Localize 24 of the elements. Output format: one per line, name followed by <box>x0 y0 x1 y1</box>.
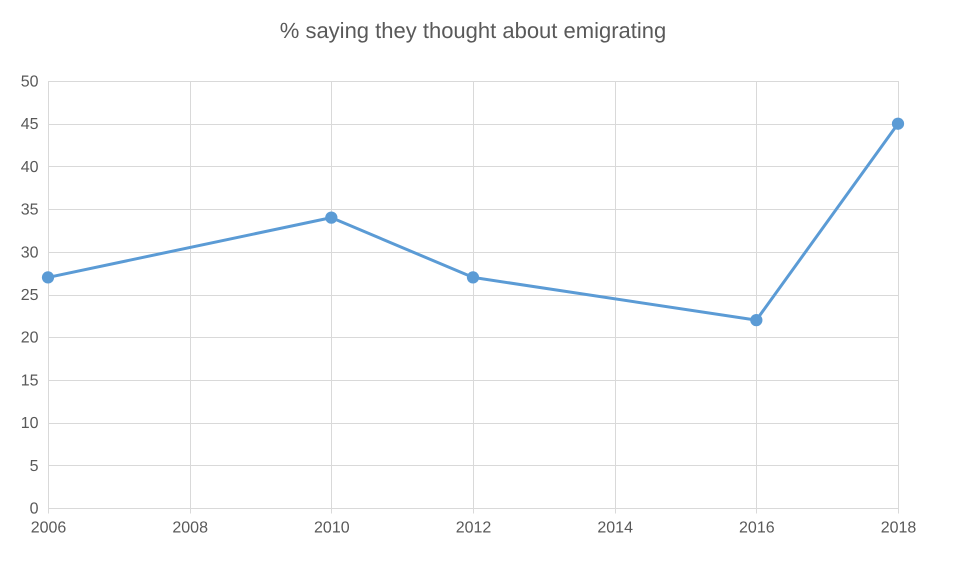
y-tick-label: 5 <box>30 458 39 475</box>
point <box>466 271 480 284</box>
point <box>325 212 338 224</box>
y-tick-label: 30 <box>20 244 39 262</box>
x-tick-label: 2016 <box>739 520 775 536</box>
y-tick-label: 25 <box>20 287 39 304</box>
y-tick-label: 10 <box>20 415 39 432</box>
y-tick-label: 0 <box>30 500 39 518</box>
x-tick-label: 2010 <box>314 520 350 536</box>
x-tick-label: 2018 <box>880 520 916 536</box>
chart-title: % saying they thought about emigrating <box>280 18 666 43</box>
point <box>892 118 904 130</box>
y-tick-label: 20 <box>20 330 39 347</box>
x-tick-label: 2008 <box>172 520 208 536</box>
y-tick-label: 15 <box>20 372 39 390</box>
y-tick-label: 45 <box>20 116 39 134</box>
point <box>750 314 762 326</box>
y-tick-label: 40 <box>20 158 39 176</box>
y-tick-label: 35 <box>20 202 39 219</box>
x-tick-label: 2012 <box>456 520 492 536</box>
x-tick-label: 2006 <box>30 520 66 536</box>
y-tick-label: 50 <box>20 74 39 90</box>
x-tick-label: 2014 <box>597 520 634 536</box>
point <box>42 271 54 284</box>
